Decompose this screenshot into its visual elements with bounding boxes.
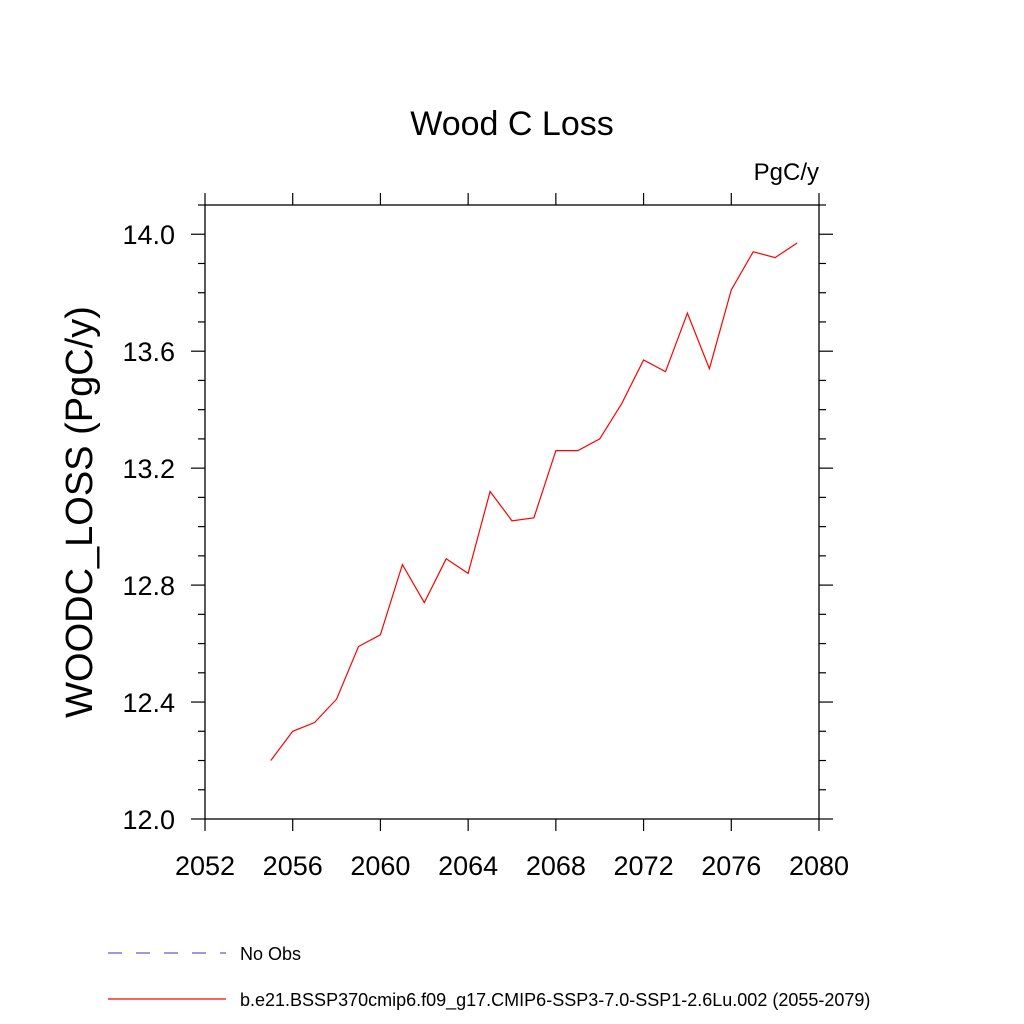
series-line: [270, 242, 798, 761]
legend: No Obs b.e21.BSSP370cmip6.f09_g17.CMIP6-S…: [108, 944, 870, 1011]
y-tick-label: 14.0: [122, 220, 175, 250]
x-tick-label: 2076: [701, 851, 761, 881]
y-tick-label: 13.2: [122, 454, 175, 484]
y-tick-label: 12.0: [122, 805, 175, 835]
series-layer: [270, 242, 798, 761]
y-tick-label: 12.4: [122, 688, 175, 718]
legend-label: No Obs: [240, 944, 301, 964]
plot-frame: [204, 204, 820, 820]
axis-tick-labels: 2052 2056 2060 2064 2068 2072 2076 2080 12.0 12.4…: [122, 220, 849, 881]
y-tick-label: 13.6: [122, 337, 175, 367]
y-axis-label: WOODC_LOSS (PgC/y): [59, 306, 101, 718]
x-tick-label: 2060: [350, 851, 410, 881]
x-tick-label: 2080: [789, 851, 849, 881]
x-tick-label: 2052: [175, 851, 235, 881]
x-tick-label: 2072: [614, 851, 674, 881]
x-tick-label: 2056: [263, 851, 323, 881]
axis-ticks: [191, 193, 833, 831]
units-label: PgC/y: [754, 159, 819, 186]
chart-title: Wood C Loss: [410, 105, 613, 143]
x-tick-label: 2064: [438, 851, 498, 881]
y-tick-label: 12.8: [122, 571, 175, 601]
x-tick-label: 2068: [526, 851, 586, 881]
legend-label: b.e21.BSSP370cmip6.f09_g17.CMIP6-SSP3-7.…: [240, 990, 870, 1011]
